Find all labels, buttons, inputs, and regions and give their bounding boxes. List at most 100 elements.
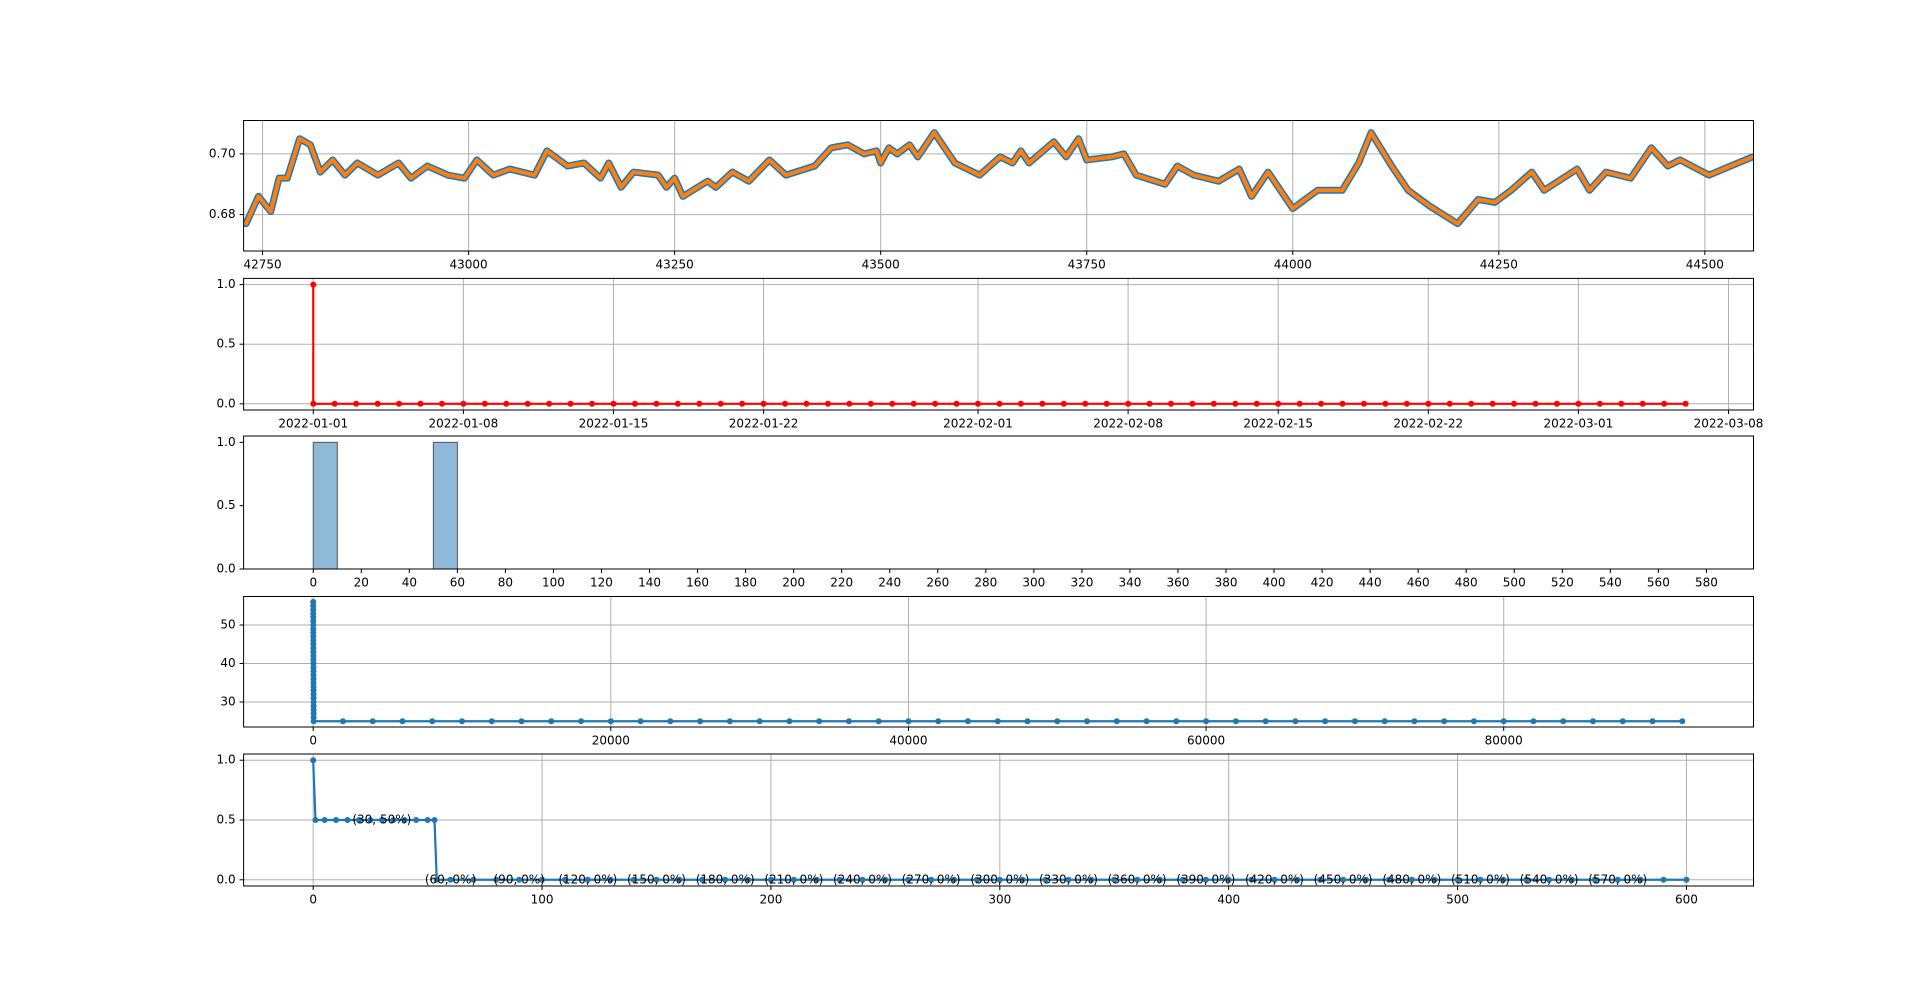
annotation: (330, 0%) — [1039, 872, 1098, 886]
point — [493, 876, 500, 883]
x-tick-label: 44000 — [1274, 258, 1312, 272]
annotation: (150, 0%) — [627, 872, 686, 886]
point — [1203, 718, 1210, 725]
x-tick-label: 40000 — [889, 734, 927, 748]
point — [578, 718, 585, 725]
x-tick-label: 520 — [1551, 576, 1574, 590]
plot-background — [243, 436, 1754, 569]
x-tick-label: 2022-03-01 — [1544, 417, 1614, 431]
point — [310, 281, 317, 288]
point — [1468, 400, 1475, 407]
point — [910, 400, 917, 407]
point — [630, 876, 637, 883]
point — [1489, 400, 1496, 407]
point — [1248, 876, 1255, 883]
point — [1210, 400, 1217, 407]
x-tick-label: 2022-01-22 — [729, 417, 799, 431]
point — [503, 400, 510, 407]
x-tick-label: 240 — [878, 576, 901, 590]
point — [760, 400, 767, 407]
point — [696, 400, 703, 407]
x-tick-label: 160 — [686, 576, 709, 590]
point — [667, 718, 674, 725]
point — [1271, 876, 1278, 883]
x-tick-label: 20 — [354, 576, 369, 590]
x-tick-label: 380 — [1215, 576, 1238, 590]
x-tick-label: 460 — [1407, 576, 1430, 590]
annotation: (450, 0%) — [1314, 872, 1373, 886]
point — [1553, 400, 1560, 407]
point — [1318, 400, 1325, 407]
point — [1275, 400, 1282, 407]
point — [401, 817, 408, 823]
point — [1454, 876, 1461, 883]
x-tick-label: 200 — [759, 893, 782, 907]
bar — [312, 441, 338, 569]
point — [1167, 400, 1174, 407]
x-tick-label: 44250 — [1480, 258, 1518, 272]
point — [845, 718, 852, 725]
point — [1253, 400, 1260, 407]
point — [1446, 400, 1453, 407]
point — [1339, 400, 1346, 407]
annotation: (480, 0%) — [1382, 872, 1441, 886]
x-tick-label: 440 — [1359, 576, 1382, 590]
point — [546, 400, 553, 407]
point — [964, 718, 971, 725]
point — [390, 817, 397, 823]
y-tick-label: 0.0 — [217, 872, 236, 886]
point — [1661, 400, 1668, 407]
point — [1682, 400, 1689, 407]
point — [339, 718, 346, 725]
y-tick-label: 0.0 — [217, 396, 236, 410]
annotation: (240, 0%) — [833, 872, 892, 886]
point — [1660, 876, 1667, 883]
point — [813, 876, 820, 883]
point — [353, 400, 360, 407]
x-tick-label: 580 — [1695, 576, 1718, 590]
x-tick-label: 43500 — [862, 258, 900, 272]
point — [1470, 718, 1477, 725]
point — [1575, 400, 1582, 407]
plot-area — [243, 129, 1754, 228]
point — [1111, 876, 1118, 883]
point — [631, 400, 638, 407]
point — [1125, 400, 1132, 407]
point — [1103, 400, 1110, 407]
point — [1157, 876, 1164, 883]
x-tick-label: 44500 — [1686, 258, 1724, 272]
point — [1523, 876, 1530, 883]
plot-area — [312, 441, 458, 569]
point — [1113, 718, 1120, 725]
x-tick-label: 600 — [1675, 893, 1698, 907]
point — [1431, 876, 1438, 883]
point — [310, 718, 317, 725]
point — [539, 876, 546, 883]
plot-background — [243, 120, 1754, 251]
point — [1500, 876, 1507, 883]
x-tick-label: 300 — [988, 893, 1011, 907]
point — [438, 400, 445, 407]
annotation: (60, 0%) — [425, 872, 476, 886]
subplot: 42750 43000 43250 43500 43750 44000 44250 44500… — [209, 120, 1755, 272]
point — [399, 718, 406, 725]
point — [433, 876, 440, 883]
x-tick-label: 43250 — [656, 258, 694, 272]
point — [951, 876, 958, 883]
point — [975, 400, 982, 407]
point — [378, 817, 385, 823]
point — [1019, 876, 1026, 883]
x-tick-label: 400 — [1217, 893, 1240, 907]
point — [355, 817, 362, 823]
point — [935, 718, 942, 725]
point — [584, 876, 591, 883]
point — [1425, 400, 1432, 407]
x-tick-label: 2022-02-15 — [1243, 417, 1313, 431]
x-tick-label: 320 — [1070, 576, 1093, 590]
axes-frame — [243, 120, 1755, 252]
x-tick-label: 340 — [1118, 576, 1141, 590]
point — [932, 400, 939, 407]
point — [396, 400, 403, 407]
annotation: (120, 0%) — [558, 872, 617, 886]
